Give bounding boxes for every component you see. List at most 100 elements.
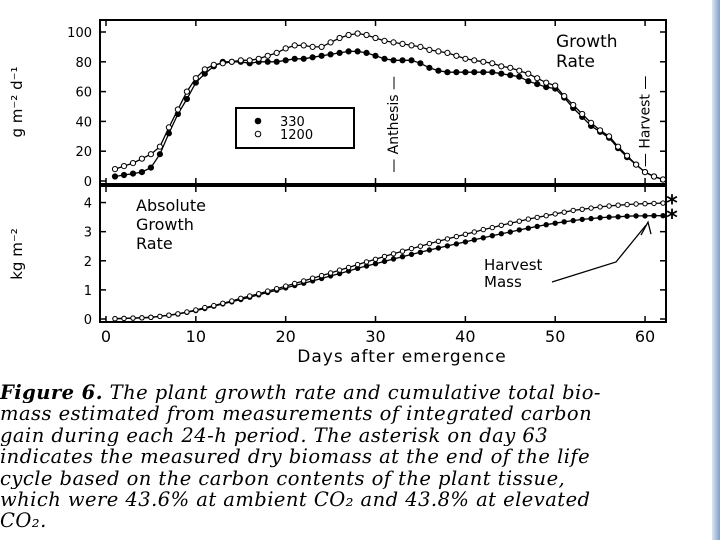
data-point-330: [417, 249, 424, 256]
data-point-1200: [220, 300, 226, 306]
data-point-330: [507, 229, 513, 235]
data-point-330: [498, 231, 504, 237]
data-point-330: [372, 261, 379, 267]
legend-label-1200: 1200: [280, 128, 313, 143]
data-point-1200: [309, 43, 316, 51]
data-point-330: [525, 225, 531, 231]
data-point-1200: [651, 200, 657, 207]
figure-caption: Figure 6. The plant growth rate and cumu…: [0, 382, 712, 532]
data-point-330: [435, 245, 442, 251]
data-point-330: [498, 70, 505, 77]
data-point-1200: [148, 314, 154, 320]
data-point-330: [633, 213, 639, 219]
caption-line-4: indicates the measured dry biomass at th…: [0, 446, 591, 468]
data-point-1200: [336, 267, 343, 273]
data-point-1200: [184, 309, 190, 315]
data-point-1200: [327, 39, 334, 46]
data-point-330: [381, 258, 388, 265]
data-point-330: [138, 169, 145, 176]
data-point-1200: [210, 61, 217, 68]
x-tick-label: 10: [186, 327, 206, 346]
harvest-arrow: [551, 224, 647, 283]
data-point-1200: [552, 211, 558, 217]
x-tick-label: 20: [276, 327, 296, 346]
data-point-330: [291, 55, 298, 62]
data-point-1200: [264, 52, 271, 59]
data-point-1200: [120, 163, 128, 170]
data-point-1200: [309, 275, 316, 281]
data-point-330: [318, 52, 325, 59]
data-point-1200: [381, 253, 388, 260]
data-point-330: [300, 55, 307, 62]
data-point-330: [624, 213, 630, 219]
data-point-1200: [426, 240, 433, 247]
data-point-1200: [363, 259, 370, 265]
data-point-1200: [597, 204, 603, 210]
data-point-1200: [354, 30, 361, 37]
data-point-330: [570, 217, 576, 224]
data-point-1200: [435, 238, 442, 245]
data-point-330: [480, 69, 487, 76]
data-point-330: [129, 170, 137, 177]
data-point-1200: [624, 152, 631, 159]
data-point-1200: [300, 42, 307, 49]
data-point-1200: [408, 245, 415, 252]
data-point-1200: [175, 311, 181, 317]
data-point-330: [489, 69, 496, 76]
data-point-1200: [650, 173, 658, 180]
data-point-330: [516, 73, 523, 80]
data-point-330: [444, 243, 451, 249]
data-point-1200: [202, 304, 208, 311]
data-point-1200: [228, 58, 235, 65]
data-point-330: [336, 49, 343, 57]
x-tick-label: 60: [635, 327, 655, 346]
x-tick-label: 0: [101, 327, 111, 346]
panel-frame-2: [99, 185, 667, 323]
data-point-1200: [292, 280, 298, 287]
data-point-1200: [480, 58, 487, 65]
data-point-1200: [435, 48, 442, 55]
x-tick-label: 30: [365, 327, 385, 346]
data-point-330: [354, 48, 361, 55]
data-point-330: [381, 55, 388, 62]
data-point-1200: [552, 82, 559, 89]
data-point-1200: [363, 31, 370, 39]
data-point-1200: [247, 293, 253, 299]
x-axis-label: Days after emergence: [297, 347, 506, 367]
data-point-1200: [130, 315, 136, 321]
data-point-330: [363, 49, 370, 57]
data-point-330: [399, 57, 406, 64]
caption-line-1: Figure 6. The plant growth rate and cumu…: [0, 382, 712, 403]
series-line-330: [114, 215, 663, 320]
y-tick-label: 0: [84, 313, 92, 328]
data-point-1200: [615, 202, 621, 208]
data-point-1200: [112, 316, 118, 322]
data-point-1200: [507, 220, 513, 226]
data-point-1200: [372, 34, 379, 42]
data-point-1200: [381, 37, 388, 45]
caption-text: The plant growth rate and cumulative tot…: [109, 382, 601, 404]
data-point-1200: [147, 151, 154, 158]
data-point-1200: [183, 88, 190, 95]
y-tick-label: 1: [84, 284, 92, 299]
y-tick-label: 0: [84, 175, 92, 190]
data-point-1200: [237, 57, 244, 64]
data-point-330: [660, 213, 666, 219]
y-axis-label: g m⁻² d⁻¹: [8, 66, 26, 137]
data-point-1200: [462, 55, 469, 62]
data-point-1200: [426, 46, 433, 54]
data-point-330: [399, 254, 406, 260]
data-point-1200: [462, 231, 469, 238]
data-point-1200: [588, 119, 595, 127]
data-point-1200: [372, 256, 379, 262]
data-point-330: [642, 213, 648, 219]
data-point-330: [327, 51, 334, 58]
data-point-1200: [588, 205, 594, 211]
panel-title-line: Growth: [556, 32, 618, 52]
data-point-1200: [273, 49, 280, 57]
data-point-1200: [238, 295, 244, 301]
y-tick-label: 20: [75, 145, 92, 160]
y-tick-label: 40: [75, 115, 92, 130]
panel-title-line: Rate: [556, 52, 595, 72]
